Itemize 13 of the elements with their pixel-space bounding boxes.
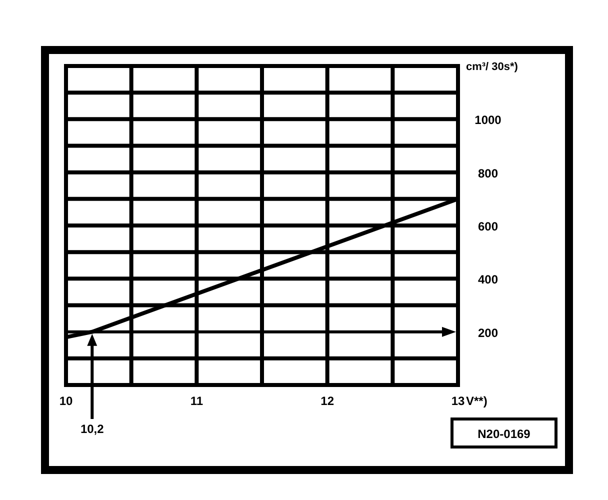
- annotation: 10,2: [80, 422, 104, 436]
- text: N20-0169: [478, 427, 531, 441]
- x-tick-label: 12: [320, 394, 334, 408]
- x-tick-label: 11: [190, 394, 204, 408]
- y-axis-title: cm³/ 30s*): [466, 61, 518, 73]
- y-tick-label: 800: [478, 166, 498, 180]
- y-tick-label: 600: [478, 220, 498, 234]
- y-tick-label: 400: [478, 272, 498, 287]
- x-axis-title: V**): [466, 394, 488, 408]
- y-tick-label: 1000: [474, 113, 502, 128]
- x-tick-label: 10: [59, 394, 73, 408]
- x-tick-label: 13: [451, 394, 465, 408]
- y-tick-label: 200: [478, 326, 498, 340]
